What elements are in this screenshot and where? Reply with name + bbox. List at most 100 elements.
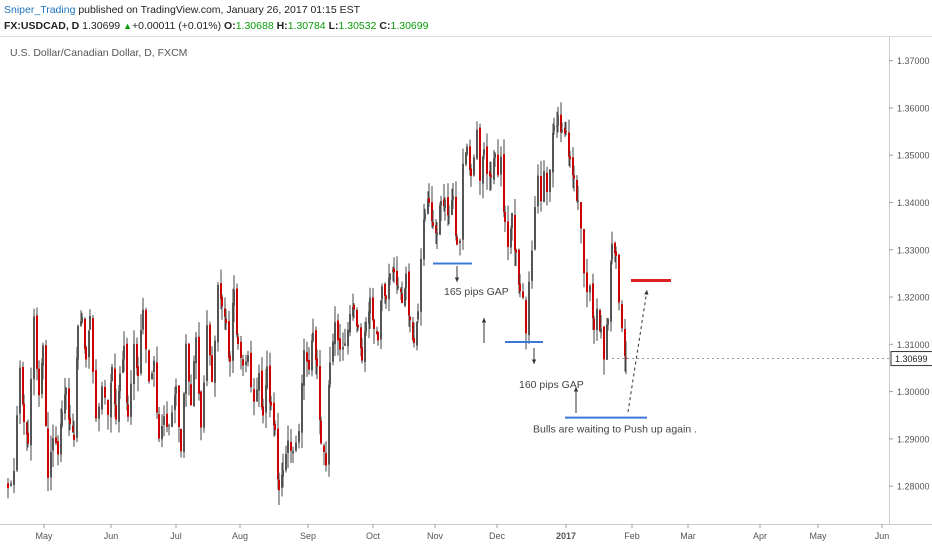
candle-body (270, 401, 272, 406)
axes-layer: 1.37000 1.36000 1.35000 1.34000 1.33000 1.320… (35, 56, 932, 541)
x-tick-label: Apr (753, 531, 767, 541)
x-tick-label: 2017 (556, 531, 576, 541)
candle-body (47, 428, 49, 478)
candle-body (281, 474, 283, 488)
candle-body (298, 431, 300, 443)
candle-body (377, 331, 379, 341)
candles-layer (7, 102, 627, 505)
publish-info: published on TradingView.com, January 26… (75, 4, 361, 16)
candle-body (41, 362, 43, 394)
candle-body (98, 406, 100, 419)
candle-body (308, 359, 310, 370)
candle-body (277, 428, 279, 480)
candle-body (148, 350, 150, 382)
candle-body (217, 284, 219, 343)
candle-body (84, 318, 86, 349)
high-value: 1.30784 (287, 20, 326, 32)
candle-body (137, 366, 139, 377)
candle-body (600, 328, 602, 333)
candle-body (232, 302, 234, 361)
candle-body (381, 286, 383, 300)
candle-body (444, 199, 446, 208)
candle-body (465, 152, 467, 165)
candle-body (325, 453, 327, 466)
candle-body (287, 440, 289, 453)
arrow-down-1-head (454, 277, 460, 282)
candle-body (456, 236, 458, 245)
candle-body (329, 362, 331, 385)
arrow-up-2-head (573, 387, 579, 392)
candle-body (166, 413, 168, 427)
candle-body (615, 251, 617, 256)
candle-body (404, 288, 406, 306)
candle-body (466, 146, 468, 155)
candle-body (564, 127, 566, 134)
candle-body (357, 324, 359, 328)
candle-body (365, 322, 367, 332)
candle-body (349, 314, 351, 333)
candle-body (211, 355, 213, 382)
x-tick-label: Jun (875, 531, 890, 541)
candle-body (188, 343, 190, 382)
candle-body (101, 386, 103, 410)
projection-arrow (627, 289, 648, 413)
candle-body (111, 367, 113, 381)
candle-body (334, 322, 336, 345)
candle-body (401, 293, 403, 304)
candle-body (161, 426, 163, 440)
candle-body (171, 412, 173, 427)
candle-body (306, 352, 308, 362)
candle-body (36, 315, 38, 369)
candle-body (185, 343, 187, 394)
candle-body (473, 157, 475, 176)
candle-body (114, 368, 116, 405)
candle-body (256, 389, 258, 402)
candle-body (175, 386, 177, 394)
candle-body (19, 367, 21, 414)
candle-body (515, 249, 517, 253)
x-tick-label: Sep (300, 531, 316, 541)
symbol-label[interactable]: FX:USDCAD, D (4, 20, 80, 32)
candle-body (258, 372, 260, 391)
candle-body (553, 125, 555, 131)
candle-body (493, 158, 495, 180)
candle-body (193, 361, 195, 406)
y-tick-label: 1.32000 (897, 293, 930, 303)
candle-body (373, 319, 375, 329)
candle-body (507, 221, 509, 247)
candle-body (68, 388, 70, 420)
candle-body (511, 213, 513, 229)
candle-body (319, 366, 321, 420)
candle-body (490, 174, 492, 178)
candle-body (455, 196, 457, 236)
candle-body (95, 370, 97, 419)
candle-body (221, 296, 223, 307)
author-link[interactable]: Sniper_Trading (4, 4, 76, 16)
candle-body (198, 336, 200, 394)
candle-body (356, 309, 358, 327)
candle-body (361, 347, 363, 361)
candle-body (60, 423, 62, 455)
x-tick-label: May (35, 531, 53, 541)
chart-area[interactable]: 165 pips GAP 160 pips GAP Bulls are waitin… (0, 37, 932, 550)
candle-body (432, 222, 434, 226)
candle-body (315, 330, 317, 360)
candle-body (61, 411, 63, 427)
candle-body (624, 329, 626, 357)
projection-arrow-head (644, 290, 649, 295)
candle-body (38, 368, 40, 396)
candle-body (27, 432, 29, 444)
candle-body (92, 318, 94, 372)
candle-body (163, 416, 165, 425)
y-tick-label: 1.35000 (897, 151, 930, 161)
price-chart[interactable]: 165 pips GAP 160 pips GAP Bulls are waitin… (0, 37, 932, 550)
candle-body (290, 441, 292, 451)
candle-body (312, 332, 314, 341)
candle-body (316, 358, 318, 367)
candle-body (153, 360, 155, 372)
candle-body (115, 405, 117, 420)
candle-body (237, 336, 239, 344)
candle-body (262, 406, 264, 416)
candle-body (428, 198, 430, 203)
candle-body (337, 320, 339, 341)
